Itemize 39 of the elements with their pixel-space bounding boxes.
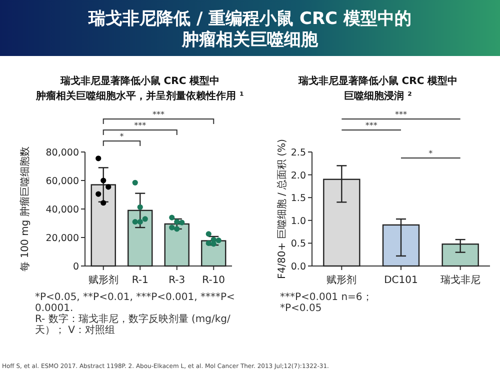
- text: R- 数字：瑞戈非尼，数字反映剂量 (mg/kg/ 天）； V：对照组: [35, 313, 234, 336]
- x-tick-label: 瑞戈非尼: [440, 274, 480, 286]
- x-tick-label: R-10: [202, 275, 226, 286]
- text: ***P<0.001 n=6；: [280, 292, 372, 303]
- x-tick-label: R-3: [168, 275, 186, 286]
- bar: [164, 223, 190, 267]
- y-tick-label: 2.5: [290, 148, 306, 158]
- x-tick-label: DC101: [384, 275, 418, 286]
- x-tick-label: R-1: [132, 275, 148, 286]
- chart-title: 瑞戈非尼显著降低小鼠 CRC 模型中肿瘤相关巨噬细胞水平，并呈剂量依赖性作用 ¹: [35, 75, 244, 102]
- text: ***: [395, 110, 407, 119]
- y-tick-label: 40,000: [46, 204, 79, 216]
- text: ***: [134, 121, 146, 130]
- chart-title: 瑞戈非尼显著降低小鼠 CRC 模型中巨噬细胞浸润 ²: [297, 75, 458, 102]
- y-tick-label: 1.0: [290, 216, 306, 227]
- bar: [442, 244, 479, 267]
- y-tick-label: 80,000: [46, 148, 79, 158]
- y-tick-label: 2.0: [290, 170, 306, 182]
- bar: [128, 210, 153, 267]
- y-axis-title: F4/80+ 巨噬细胞 / 总面积 (%): [276, 138, 288, 279]
- x-tick-label: 赋形剂: [326, 274, 357, 286]
- y-tick-label: 60,000: [46, 176, 79, 187]
- text: *: [120, 132, 124, 141]
- text: ***: [152, 110, 164, 119]
- y-tick-label: 0: [72, 262, 79, 272]
- y-tick-label: 1.5: [290, 193, 306, 204]
- x-tick-label: 赋形剂: [88, 274, 118, 286]
- y-tick-label: 0.5: [290, 238, 306, 250]
- bar: [323, 178, 360, 267]
- bar: [382, 224, 420, 267]
- bar: [90, 184, 116, 267]
- text: 瑞戈非尼降低 / 重编程小鼠 CRC 模型中的肿瘤相关巨噬细胞: [88, 9, 412, 50]
- text: *P<0.05, **P<0.01, ***P<0.001, ****P<0.0001.: [35, 292, 235, 314]
- y-tick-label: 20,000: [46, 233, 79, 244]
- text: *P<0.05: [280, 303, 322, 314]
- text: ***: [365, 121, 378, 130]
- y-tick-label: 0.0: [290, 262, 306, 272]
- y-axis-title: 每 100 mg 肿瘤巨噬细胞数: [19, 146, 31, 272]
- annotation: *: [428, 149, 433, 158]
